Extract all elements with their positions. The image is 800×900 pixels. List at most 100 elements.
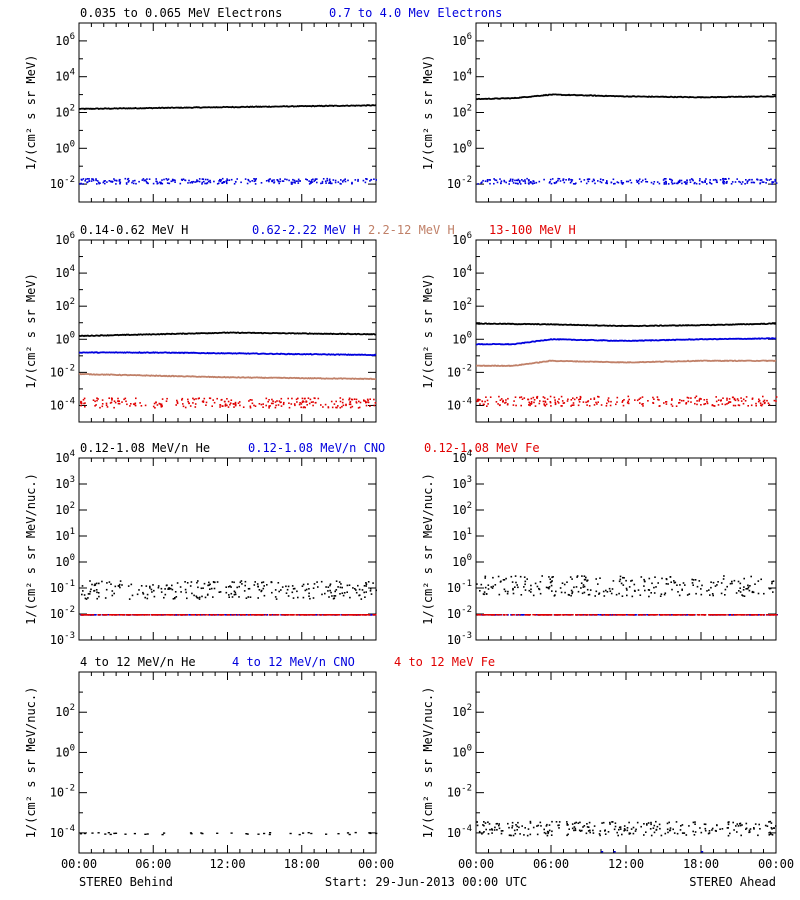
y-tick-label: 100 <box>452 553 472 569</box>
data-point <box>677 614 680 616</box>
data-point <box>651 582 653 585</box>
data-point <box>176 401 179 403</box>
data-point <box>230 614 232 616</box>
data-point <box>610 592 613 595</box>
data-point <box>200 832 203 834</box>
data-point <box>726 397 728 400</box>
data-point <box>95 179 97 182</box>
data-point <box>182 614 185 616</box>
data-point <box>277 614 280 616</box>
data-point <box>745 179 747 181</box>
data-point <box>487 403 489 405</box>
data-point <box>197 180 199 182</box>
data-point <box>516 829 518 831</box>
data-point <box>720 614 722 616</box>
data-point <box>712 594 714 597</box>
data-point <box>241 583 243 585</box>
data-point <box>312 597 315 599</box>
series-line <box>476 359 777 368</box>
data-point <box>752 181 754 184</box>
data-point <box>739 591 742 593</box>
data-point <box>615 614 617 616</box>
data-point <box>712 614 715 616</box>
data-point <box>586 588 589 591</box>
data-point <box>715 181 718 183</box>
data-point <box>477 398 479 401</box>
x-tick-label: 06:00 <box>533 857 569 871</box>
data-point <box>669 829 672 831</box>
data-point <box>530 402 533 405</box>
data-point <box>111 590 114 592</box>
data-point <box>492 614 495 616</box>
data-point <box>745 827 748 830</box>
data-point <box>87 614 90 616</box>
data-point <box>647 822 650 824</box>
data-point <box>662 614 664 616</box>
data-point <box>166 614 169 616</box>
data-point <box>698 179 701 182</box>
data-point <box>91 178 93 180</box>
data-point <box>302 832 305 834</box>
data-point <box>762 395 764 398</box>
data-point <box>760 404 763 407</box>
data-point <box>566 834 568 837</box>
y-tick-label: 102 <box>55 104 75 120</box>
data-point <box>772 614 775 616</box>
data-point <box>673 832 676 834</box>
data-point <box>483 403 485 406</box>
data-point <box>550 182 553 185</box>
data-point <box>127 585 130 587</box>
data-point <box>530 584 532 587</box>
data-point <box>357 614 359 616</box>
data-point <box>562 402 565 404</box>
data-point <box>209 179 211 182</box>
data-point <box>650 592 652 594</box>
data-point <box>671 405 674 407</box>
y-tick-label: 100 <box>452 330 472 346</box>
data-point <box>579 396 582 399</box>
data-point <box>573 398 576 401</box>
data-point <box>499 178 501 180</box>
data-point <box>520 594 523 596</box>
data-point <box>701 614 704 616</box>
data-point <box>212 581 215 583</box>
data-point <box>610 400 612 403</box>
data-point <box>236 586 238 589</box>
data-point <box>176 582 179 584</box>
data-point <box>230 586 232 588</box>
data-point <box>191 182 194 184</box>
data-point <box>174 591 177 593</box>
data-point <box>374 614 377 616</box>
data-point <box>189 181 191 184</box>
data-point <box>231 596 234 598</box>
data-point <box>92 399 95 401</box>
data-point <box>226 404 228 407</box>
data-point <box>536 397 538 399</box>
data-point <box>603 595 606 597</box>
data-point <box>144 596 146 599</box>
y-tick-label: 100 <box>55 553 75 569</box>
data-point <box>291 591 294 594</box>
data-point <box>627 400 629 403</box>
data-point <box>682 582 685 584</box>
data-point <box>641 396 644 398</box>
data-point <box>620 582 623 585</box>
data-point <box>484 400 486 403</box>
data-point <box>560 395 563 398</box>
data-point <box>83 402 85 405</box>
data-point <box>314 402 317 404</box>
data-point <box>190 181 193 183</box>
data-point <box>605 614 608 616</box>
data-point <box>476 824 479 827</box>
data-point <box>689 614 691 616</box>
data-point <box>719 179 722 181</box>
data-point <box>249 405 252 408</box>
data-point <box>290 403 293 405</box>
data-point <box>202 178 205 180</box>
data-point <box>364 596 366 598</box>
data-point <box>668 821 670 824</box>
data-point <box>537 824 540 827</box>
data-point <box>249 596 252 598</box>
data-point <box>530 397 533 400</box>
data-point <box>165 178 168 180</box>
